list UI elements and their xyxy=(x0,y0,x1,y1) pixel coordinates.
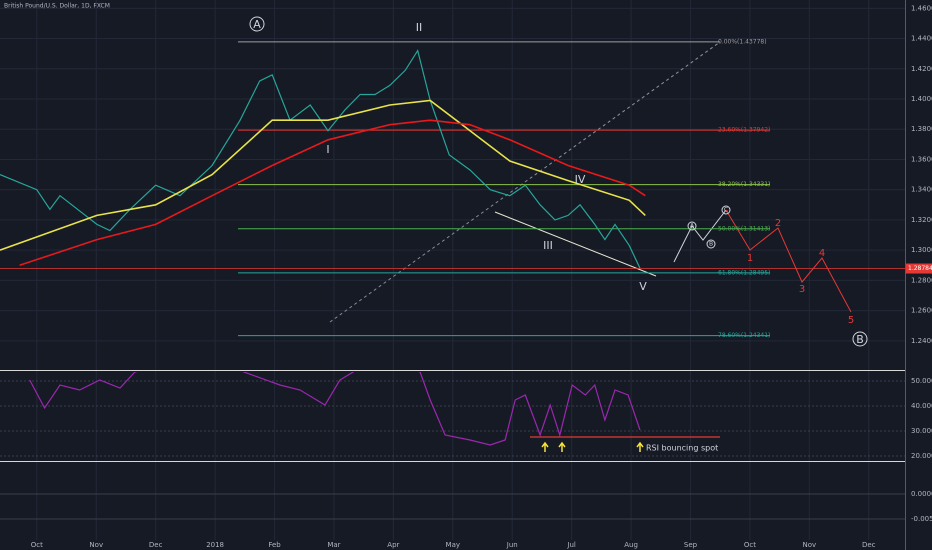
y-tick-label: 1.24000 xyxy=(911,337,932,345)
last-price-box xyxy=(906,263,932,274)
x-tick-label: Jul xyxy=(566,541,576,549)
x-tick-label: May xyxy=(446,541,460,549)
x-tick-label: Oct xyxy=(31,541,43,549)
wave-label: B xyxy=(856,333,864,346)
wave-label: IV xyxy=(575,173,586,186)
circle xyxy=(687,221,697,231)
y-tick-label: 50.0000 xyxy=(911,377,932,385)
fib-label: 38.20%(1.34331) xyxy=(718,181,770,188)
y-tick-label: 1.40000 xyxy=(911,95,932,103)
circle xyxy=(706,239,716,249)
series-line xyxy=(19,119,646,267)
fib-label: 50.00%(1.31413) xyxy=(718,225,770,232)
y-tick-label: 1.34000 xyxy=(911,186,932,194)
wave-label: A xyxy=(253,18,261,31)
circle xyxy=(721,205,731,215)
y-tick-label: 1.26000 xyxy=(911,307,932,315)
wave-label: 2 xyxy=(775,218,781,229)
last-price-label: 1.28784 xyxy=(908,265,932,272)
y-tick-label: 30.0000 xyxy=(911,427,932,435)
series-line xyxy=(0,99,646,251)
wave-label: C xyxy=(724,207,728,214)
circle xyxy=(852,331,868,347)
annotation: RSI bouncing spot xyxy=(646,444,718,453)
wave-label: 3 xyxy=(799,284,805,295)
wave-label: V xyxy=(639,280,647,293)
x-tick-label: Oct xyxy=(744,541,756,549)
channel-line xyxy=(494,211,657,277)
wave-label: III xyxy=(543,239,553,252)
y-tick-label: 1.32000 xyxy=(911,216,932,224)
x-tick-label: Feb xyxy=(268,541,281,549)
wave-label: 1 xyxy=(747,253,753,264)
fib-label: 78.60%(1.24341) xyxy=(718,332,770,339)
x-tick-label: Nov xyxy=(802,541,816,549)
series-line xyxy=(29,372,641,446)
arrow xyxy=(636,441,644,452)
x-tick-label: Nov xyxy=(89,541,103,549)
y-tick-label: 1.30000 xyxy=(911,246,932,254)
x-tick-label: Sep xyxy=(684,541,698,549)
y-tick-label: -0.0050 xyxy=(911,515,932,523)
x-tick-label: 2018 xyxy=(206,541,224,549)
x-tick-label: Apr xyxy=(387,541,399,549)
x-tick-label: Dec xyxy=(149,541,163,549)
wave-label: I xyxy=(326,143,329,156)
grid xyxy=(0,0,905,540)
circle xyxy=(249,16,265,32)
x-tick-label: Mar xyxy=(327,541,340,549)
chart-title: British Pound/U.S. Dollar, 1D, FXCM xyxy=(4,3,110,10)
y-tick-label: 1.44000 xyxy=(911,35,932,43)
labels: British Pound/U.S. Dollar, 1D, FXCM A II… xyxy=(4,3,868,453)
y-tick-label: 1.38000 xyxy=(911,125,932,133)
x-tick-label: Aug xyxy=(624,541,638,549)
x-tick-label: Dec xyxy=(862,541,876,549)
wave-label: 5 xyxy=(848,315,854,326)
diagonal-trendline xyxy=(329,41,721,323)
y-tick-label: 1.28000 xyxy=(911,276,932,284)
y-tick-label: 0.0000 xyxy=(911,490,932,498)
fib-label: 0.00%(1.43778) xyxy=(718,38,767,45)
y-tick-label: 1.36000 xyxy=(911,155,932,163)
rsi-panel xyxy=(29,372,720,446)
wave-label: 4 xyxy=(819,248,825,259)
arrow xyxy=(558,441,566,452)
y-tick-label: 40.0000 xyxy=(911,402,932,410)
price-panel: 0.00%(1.43778) 23.60%(1.37942) 38.20%(1.34… xyxy=(0,38,905,339)
fib-label: 23.60%(1.37942) xyxy=(718,127,770,134)
y-tick-label: 1.42000 xyxy=(911,65,932,73)
wave-label: A xyxy=(690,223,695,230)
x-tick-label: Jun xyxy=(506,541,518,549)
projection-red xyxy=(725,209,852,313)
macd-panel xyxy=(0,493,905,520)
wave-label: II xyxy=(416,21,423,34)
fib-label: 61.80%(1.28495) xyxy=(718,269,770,276)
y-tick-label: 1.46000 xyxy=(911,4,932,12)
projection-white xyxy=(673,209,727,263)
wave-label: B xyxy=(709,241,713,248)
arrow xyxy=(541,441,549,452)
y-tick-label: 20.0000 xyxy=(911,452,932,460)
